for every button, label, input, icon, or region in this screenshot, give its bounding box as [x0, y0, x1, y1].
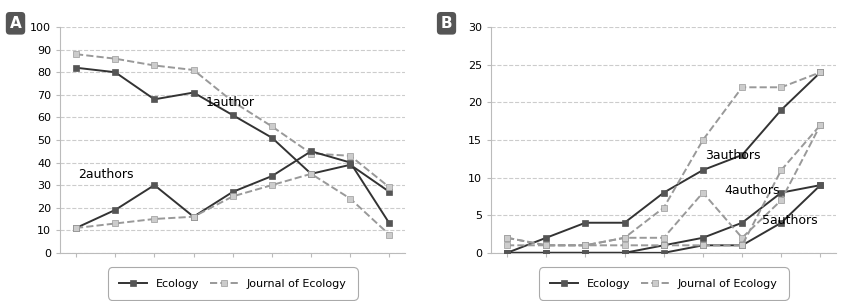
- Legend: Ecology, Journal of Ecology: Ecology, Journal of Ecology: [542, 272, 784, 295]
- Text: 1author: 1author: [205, 96, 254, 109]
- Text: 5authors: 5authors: [761, 214, 816, 227]
- Legend: Ecology, Journal of Ecology: Ecology, Journal of Ecology: [112, 272, 353, 295]
- Text: B: B: [440, 16, 452, 31]
- Text: 4authors: 4authors: [723, 184, 779, 197]
- Text: 3authors: 3authors: [704, 149, 759, 162]
- Text: A: A: [9, 16, 22, 31]
- Text: 2authors: 2authors: [77, 168, 133, 181]
